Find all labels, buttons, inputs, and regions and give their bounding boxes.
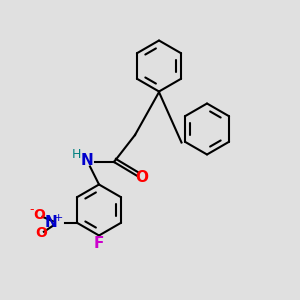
Text: F: F xyxy=(94,236,104,250)
Text: -: - xyxy=(30,203,34,216)
Text: O: O xyxy=(135,169,148,184)
Text: O: O xyxy=(35,226,47,240)
Text: O: O xyxy=(34,208,45,222)
Text: H: H xyxy=(72,148,81,161)
Text: +: + xyxy=(54,213,64,223)
Text: N: N xyxy=(81,153,93,168)
Text: N: N xyxy=(45,215,58,230)
